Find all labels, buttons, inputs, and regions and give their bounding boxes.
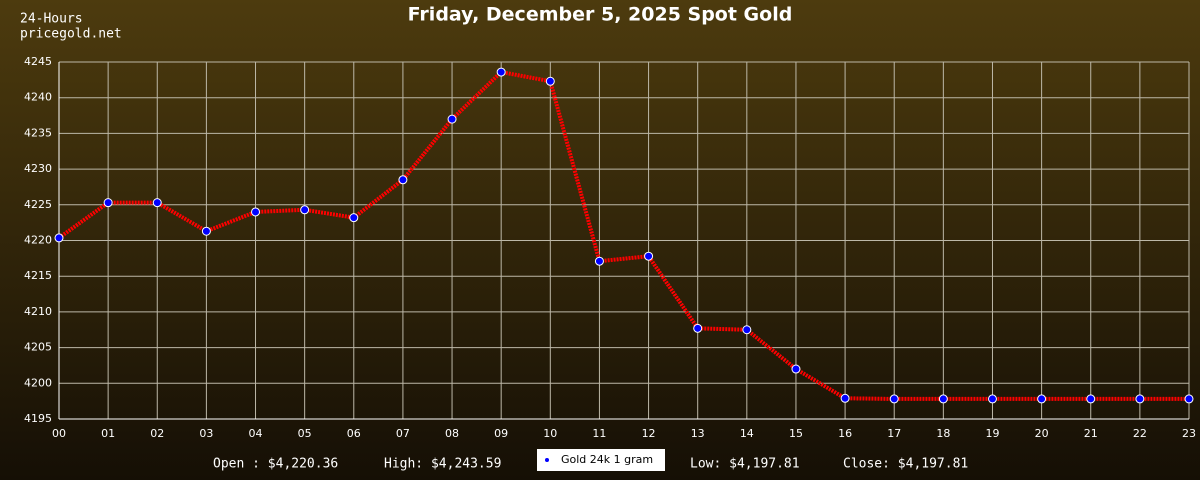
x-tick-label: 12 [642, 427, 656, 440]
y-tick-label: 4205 [24, 341, 52, 354]
point [791, 364, 801, 374]
point [742, 325, 752, 335]
point [1135, 394, 1145, 404]
x-tick-label: 11 [592, 427, 606, 440]
x-tick-label: 06 [347, 427, 361, 440]
x-tick-label: 04 [249, 427, 263, 440]
x-tick-label: 13 [691, 427, 705, 440]
close-label: Close: $4,197.81 [843, 457, 968, 472]
point [300, 205, 310, 215]
x-tick-label: 03 [199, 427, 213, 440]
y-tick-label: 4230 [24, 162, 52, 175]
point [840, 393, 850, 403]
x-tick-label: 22 [1133, 427, 1147, 440]
plot [54, 67, 1194, 404]
subtitle: 24-Hours [20, 12, 83, 27]
y-tick-label: 4235 [24, 126, 52, 139]
point [1086, 394, 1096, 404]
point [1037, 394, 1047, 404]
point [251, 207, 261, 217]
x-tick-label: 01 [101, 427, 115, 440]
high-label: High: $4,243.59 [384, 457, 501, 472]
x-tick-label: 00 [52, 427, 66, 440]
x-tick-label: 14 [740, 427, 754, 440]
chart-title: Friday, December 5, 2025 Spot Gold [408, 4, 793, 26]
x-tick-label: 10 [543, 427, 557, 440]
x-tick-label: 23 [1182, 427, 1196, 440]
y-tick-label: 4215 [24, 269, 52, 282]
point [644, 251, 654, 261]
x-tick-label: 15 [789, 427, 803, 440]
low-label: Low: $4,197.81 [690, 457, 800, 472]
x-tick-label: 17 [887, 427, 901, 440]
x-tick-label: 21 [1084, 427, 1098, 440]
x-tick-label: 09 [494, 427, 508, 440]
x-tick-label: 19 [985, 427, 999, 440]
point [103, 198, 113, 208]
point [1184, 394, 1194, 404]
y-tick-label: 4245 [24, 55, 52, 68]
point [496, 67, 506, 77]
y-tick-label: 4240 [24, 91, 52, 104]
y-tick-label: 4210 [24, 305, 52, 318]
point [594, 256, 604, 266]
x-tick-label: 05 [298, 427, 312, 440]
point [349, 213, 359, 223]
legend [537, 449, 665, 471]
point [545, 76, 555, 86]
x-tick-label: 18 [936, 427, 950, 440]
point [693, 323, 703, 333]
x-tick-label: 08 [445, 427, 459, 440]
x-tick-label: 16 [838, 427, 852, 440]
point [201, 226, 211, 236]
point [987, 394, 997, 404]
price-line [57, 70, 1189, 401]
point [398, 175, 408, 185]
grid: 4195 4200 4205 4210 4215 4220 4225 4230 4235 4240… [24, 55, 1196, 440]
legend-label: Gold 24k 1 gram [561, 453, 653, 466]
open-label: Open : $4,220.36 [213, 457, 338, 472]
legend-marker [545, 458, 549, 462]
point [152, 198, 162, 208]
x-tick-label: 07 [396, 427, 410, 440]
y-tick-label: 4200 [24, 376, 52, 389]
x-tick-label: 02 [150, 427, 164, 440]
point [447, 114, 457, 124]
y-tick-label: 4220 [24, 234, 52, 247]
y-tick-label: 4195 [24, 412, 52, 425]
y-tick-label: 4225 [24, 198, 52, 211]
point [889, 394, 899, 404]
point [54, 233, 64, 243]
x-tick-label: 20 [1035, 427, 1049, 440]
point [938, 394, 948, 404]
source: pricegold.net [20, 27, 122, 42]
